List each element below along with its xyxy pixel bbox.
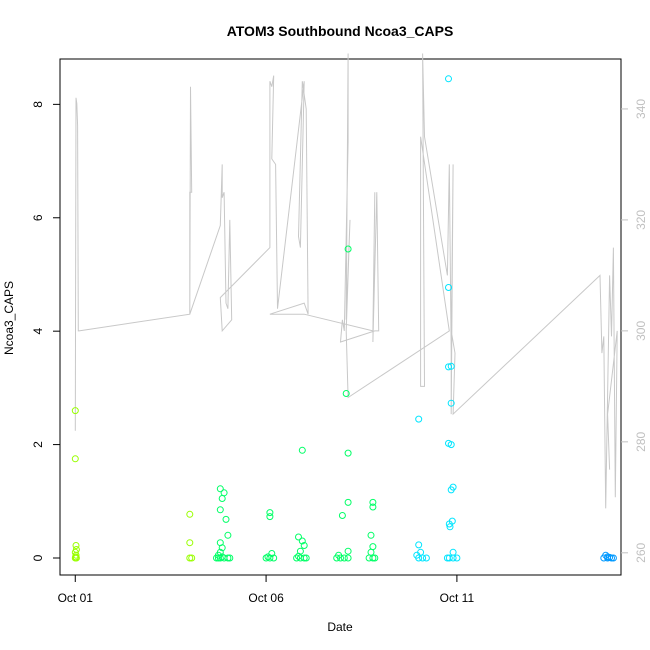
y2-tick-label: 260 <box>634 542 648 562</box>
data-point <box>371 554 379 562</box>
data-point <box>449 554 457 562</box>
data-point <box>367 548 375 556</box>
data-point <box>422 554 430 562</box>
data-point <box>344 245 352 253</box>
data-point <box>186 510 194 518</box>
data-point <box>300 542 308 549</box>
x-axis-label: Date <box>327 620 353 634</box>
y-axis-right: 260 280 300 320 340 <box>621 99 648 563</box>
data-point <box>415 554 423 562</box>
x-tick-label: Oct 06 <box>248 591 284 605</box>
data-point <box>344 498 352 506</box>
data-point <box>224 531 232 539</box>
data-point <box>446 523 454 531</box>
data-point <box>71 407 79 415</box>
data-point <box>72 553 80 561</box>
data-point <box>293 554 301 562</box>
y-tick-label: 0 <box>31 554 45 561</box>
data-point <box>333 554 341 562</box>
data-point <box>220 489 228 497</box>
data-point <box>218 495 226 502</box>
data-point <box>218 553 226 561</box>
data-point <box>447 399 455 407</box>
x-axis: Oct 01 Oct 06 Oct 11 <box>58 575 475 605</box>
data-point <box>226 554 234 562</box>
data-point <box>295 533 302 541</box>
data-point <box>367 531 375 539</box>
data-point <box>445 554 453 562</box>
data-point <box>369 554 377 562</box>
y-tick-label: 2 <box>31 441 45 448</box>
data-point <box>264 553 272 561</box>
scatter-points <box>71 75 617 562</box>
y2-tick-label: 320 <box>634 210 648 230</box>
data-point <box>188 554 196 562</box>
data-point <box>448 517 456 525</box>
data-point <box>344 547 352 555</box>
data-point <box>449 548 457 556</box>
y-tick-label: 4 <box>31 328 45 335</box>
data-point <box>344 449 352 457</box>
data-point <box>222 515 230 523</box>
x-tick-label: Oct 01 <box>58 591 94 605</box>
data-point <box>449 483 457 491</box>
data-point <box>337 554 344 562</box>
data-point <box>214 554 222 562</box>
y2-tick-label: 340 <box>634 99 648 119</box>
data-point <box>447 362 455 370</box>
data-point <box>72 554 80 562</box>
y-axis-label: Ncoa3_CAPS <box>2 281 16 355</box>
data-point <box>266 513 274 521</box>
data-point <box>295 552 302 560</box>
y2-tick-label: 300 <box>634 321 648 341</box>
plot-frame <box>59 58 622 576</box>
data-point <box>298 537 306 545</box>
y-axis-left: 0 2 4 6 8 <box>31 101 60 561</box>
chart-title: ATOM3 Southbound Ncoa3_CAPS <box>227 23 454 39</box>
data-point <box>186 554 194 562</box>
data-point <box>447 441 455 449</box>
data-point <box>369 543 377 551</box>
data-point <box>72 542 80 549</box>
right-axis-series-line <box>74 53 618 509</box>
data-point <box>71 455 79 463</box>
series-line <box>74 53 618 509</box>
data-point <box>266 509 274 517</box>
data-point <box>445 363 452 371</box>
data-point <box>453 554 461 562</box>
data-point <box>445 284 452 291</box>
data-point <box>216 506 224 514</box>
data-point <box>606 553 614 561</box>
data-point <box>340 554 348 562</box>
data-point <box>445 75 452 83</box>
data-point <box>216 485 224 493</box>
data-point <box>218 544 226 552</box>
y-tick-label: 8 <box>31 101 45 108</box>
y2-tick-label: 280 <box>634 432 648 452</box>
data-point <box>609 554 617 562</box>
data-point <box>302 554 310 562</box>
data-point <box>415 415 423 423</box>
data-point <box>369 503 377 511</box>
data-point <box>338 512 346 519</box>
data-point <box>415 541 423 549</box>
data-point <box>369 498 377 506</box>
data-point <box>419 554 427 562</box>
data-point <box>344 554 352 562</box>
data-point <box>342 390 350 397</box>
x-tick-label: Oct 11 <box>440 591 475 605</box>
y-tick-label: 6 <box>31 214 45 221</box>
data-point <box>186 539 194 547</box>
data-point <box>298 446 306 454</box>
